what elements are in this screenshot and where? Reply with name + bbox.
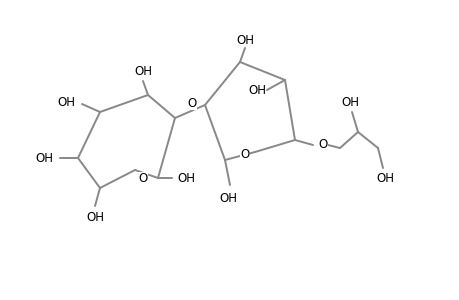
Text: OH: OH xyxy=(35,152,53,164)
Text: O: O xyxy=(187,97,196,110)
Text: OH: OH xyxy=(57,95,75,109)
Text: O: O xyxy=(138,172,147,184)
Text: OH: OH xyxy=(86,212,104,224)
Text: OH: OH xyxy=(235,34,253,46)
Text: OH: OH xyxy=(177,172,195,184)
Text: OH: OH xyxy=(340,95,358,109)
Text: OH: OH xyxy=(134,64,151,77)
Text: OH: OH xyxy=(375,172,393,184)
Text: O: O xyxy=(318,139,327,152)
Text: O: O xyxy=(240,148,249,160)
Text: OH: OH xyxy=(218,193,236,206)
Text: OH: OH xyxy=(247,83,265,97)
